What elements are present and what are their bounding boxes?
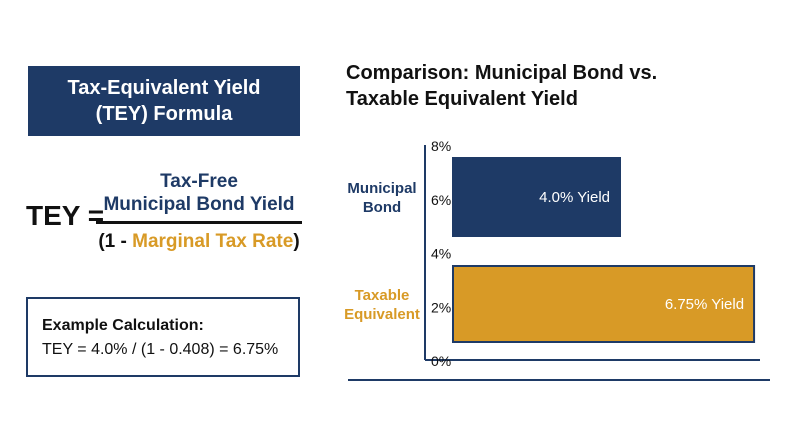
category-label: Municipal (347, 180, 416, 197)
axis-tick-label: 2% (431, 299, 451, 315)
bar-data-label: 4.0% Yield (539, 189, 610, 206)
chart-title: Comparison: Municipal Bond vs. Taxable E… (346, 60, 766, 112)
fraction-denominator: (1 - Marginal Tax Rate) (96, 230, 302, 253)
fraction-line (96, 221, 302, 224)
bar-taxable-equivalent (452, 265, 756, 343)
chart-title-line1: Comparison: Municipal Bond vs. (346, 62, 658, 84)
yield-comparison-chart: 0% 2% 4% 6% 8% 4.0% Yield Municipal Bond 6.75% Y… (344, 138, 770, 381)
formula-title-line2: (TEY) Formula (95, 103, 233, 125)
axis-tick-label: 6% (431, 192, 451, 208)
fraction-numerator: Tax-Free Municipal Bond Yield (96, 170, 302, 216)
example-title: Example Calculation: (42, 317, 204, 334)
axis-tick-label: 8% (431, 138, 451, 154)
category-label: Taxable (355, 287, 410, 304)
formula-title-line1: Tax-Equivalent Yield (67, 77, 261, 99)
denominator-accent: Marginal Tax Rate (132, 231, 294, 252)
tey-fraction: Tax-Free Municipal Bond Yield (1 - Margi… (96, 170, 302, 253)
chart-title-line2: Taxable Equivalent Yield (346, 88, 578, 110)
tey-label: TEY = (26, 200, 105, 231)
axis-tick-label: 4% (431, 246, 451, 262)
bar-data-label: 6.75% Yield (665, 296, 744, 313)
bar-municipal-bond (452, 157, 621, 237)
axis-tick-label: 0% (431, 353, 451, 369)
example-text: TEY = 4.0% / (1 - 0.408) = 6.75% (42, 341, 279, 358)
category-label: Equivalent (344, 306, 420, 323)
denominator-close: ) (293, 231, 300, 252)
denominator-open: (1 - (98, 231, 133, 252)
example-calculation-box: Example Calculation: TEY = 4.0% / (1 - 0… (26, 297, 300, 377)
numerator-line2: Municipal Bond Yield (103, 194, 295, 215)
numerator-line1: Tax-Free (160, 171, 238, 192)
category-label: Bond (363, 199, 401, 216)
formula-title: Tax-Equivalent Yield (TEY) Formula (28, 66, 300, 136)
